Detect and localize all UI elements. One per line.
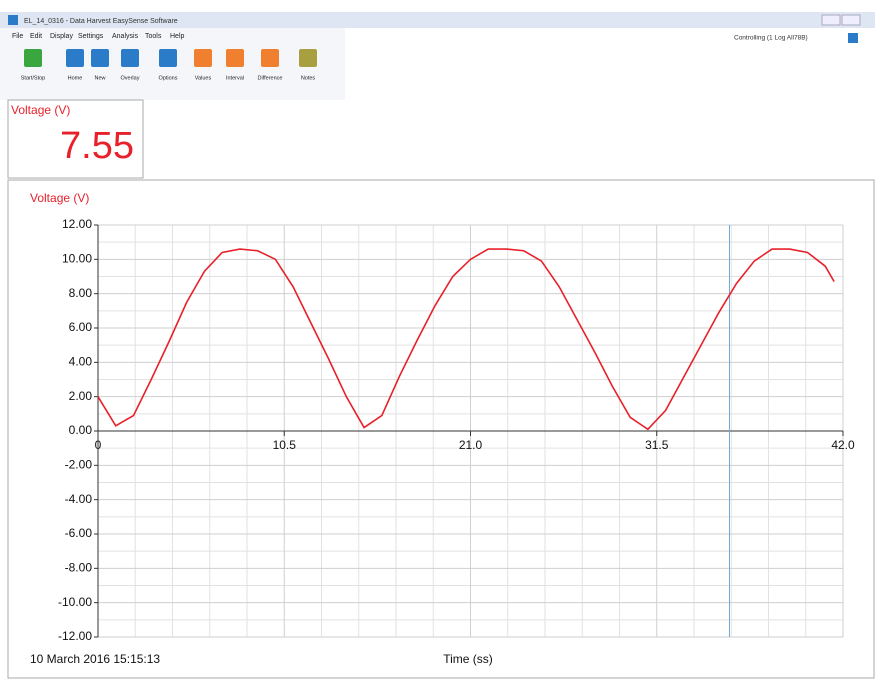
- y-tick-label: 6.00: [69, 320, 93, 334]
- menu-item[interactable]: Edit: [30, 33, 42, 40]
- menu-item[interactable]: Display: [50, 33, 73, 40]
- toolbar-icon[interactable]: [261, 49, 279, 67]
- y-tick-label: -12.00: [58, 629, 92, 643]
- y-tick-label: -6.00: [65, 526, 93, 540]
- meter-label: Voltage (V): [11, 103, 70, 117]
- meter-reading: 7.55: [60, 125, 134, 167]
- toolbar-label[interactable]: Interval: [226, 75, 244, 81]
- y-tick-label: -8.00: [65, 561, 93, 575]
- y-tick-label: -2.00: [65, 458, 93, 472]
- toolbar-label[interactable]: Notes: [301, 75, 316, 81]
- timestamp: 10 March 2016 15:15:13: [30, 652, 160, 666]
- y-tick-label: -10.00: [58, 595, 92, 609]
- toolbar-icon[interactable]: [194, 49, 212, 67]
- toolbar-label[interactable]: Options: [159, 75, 178, 81]
- toolbar-icon[interactable]: [66, 49, 84, 67]
- x-tick-label: 31.5: [645, 438, 669, 452]
- window-title: EL_14_0316 - Data Harvest EasySense Soft…: [24, 18, 178, 25]
- menu-item[interactable]: Tools: [145, 33, 162, 40]
- data-line: [97, 248, 835, 431]
- menu-item[interactable]: Analysis: [112, 33, 139, 40]
- y-tick-label: 0.00: [69, 423, 93, 437]
- x-tick-label: 10.5: [273, 438, 297, 452]
- toolbar-label[interactable]: Overlay: [121, 75, 140, 81]
- toolbar-icon[interactable]: [91, 49, 109, 67]
- toolbar-icon[interactable]: [299, 49, 317, 67]
- toolbar-icon[interactable]: [121, 49, 139, 67]
- maximize-button[interactable]: [841, 14, 861, 26]
- x-axis-label: Time (ss): [443, 652, 493, 666]
- status-icon: [848, 33, 858, 43]
- meter-box: [7, 99, 144, 179]
- y-tick-label: 2.00: [69, 389, 93, 403]
- y-tick-label: -4.00: [65, 492, 93, 506]
- title-bar: [0, 12, 875, 28]
- menu-item[interactable]: File: [12, 33, 23, 40]
- toolbar-label[interactable]: Difference: [258, 75, 283, 81]
- y-axis-label: Voltage (V): [30, 191, 89, 205]
- y-tick-label: 12.00: [62, 217, 92, 231]
- x-tick-label: 42.0: [831, 438, 855, 452]
- menu-item[interactable]: Settings: [78, 33, 104, 40]
- toolbar-icon[interactable]: [24, 49, 42, 67]
- y-tick-label: 8.00: [69, 286, 93, 300]
- toolbar-icon[interactable]: [226, 49, 244, 67]
- status-text: Controlling (1 Log All78B): [734, 35, 808, 42]
- chart-panel: [7, 179, 875, 679]
- toolbar-label[interactable]: Start/Stop: [21, 75, 45, 81]
- x-tick-label: 21.0: [459, 438, 483, 452]
- y-tick-label: 10.00: [62, 252, 92, 266]
- toolbar-icon[interactable]: [159, 49, 177, 67]
- toolbar-label[interactable]: New: [94, 75, 105, 81]
- toolbar-label[interactable]: Home: [68, 75, 83, 81]
- y-tick-label: 4.00: [69, 355, 93, 369]
- app-icon: [8, 15, 18, 25]
- menu-item[interactable]: Help: [170, 33, 185, 40]
- plot: 12.00 10.00 8.00 6.00 4.00 2.00 0.00 -2.00 -4.00…: [58, 217, 855, 643]
- minimize-button[interactable]: [821, 14, 841, 26]
- toolbar-label[interactable]: Values: [195, 75, 212, 81]
